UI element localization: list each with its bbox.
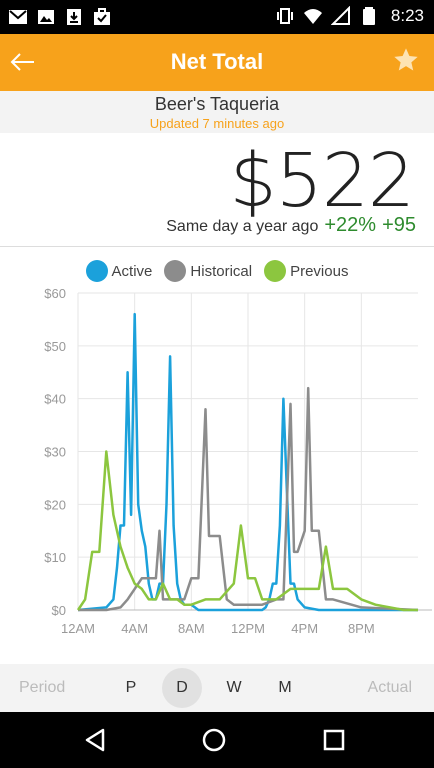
legend-active[interactable]: Active xyxy=(85,260,153,282)
period-option-m[interactable]: M xyxy=(278,679,292,696)
location-header: Beer's Taqueria Updated 7 minutes ago xyxy=(0,91,434,133)
y-tick-label: $10 xyxy=(44,550,66,565)
legend-label: Historical xyxy=(190,262,253,280)
legend-dot-previous xyxy=(264,260,287,282)
recents-square-icon[interactable] xyxy=(320,726,348,754)
signal-icon xyxy=(330,6,350,25)
x-tick-label: 12AM xyxy=(61,621,95,636)
divider xyxy=(0,246,434,247)
y-tick-label: $0 xyxy=(52,603,66,618)
amount-change: +95 xyxy=(382,214,416,236)
comparison-row: Same day a year ago +22% +95 xyxy=(166,214,416,237)
clock: 8:23 xyxy=(390,6,424,25)
y-tick-label: $50 xyxy=(44,339,66,354)
percent-change: +22% xyxy=(324,214,377,236)
star-icon[interactable] xyxy=(392,46,420,74)
back-triangle-icon[interactable] xyxy=(81,726,109,754)
y-tick-label: $20 xyxy=(44,497,66,512)
legend-previous[interactable]: Previous xyxy=(264,260,348,282)
gmail-icon xyxy=(9,10,27,24)
battery-icon xyxy=(362,7,375,25)
y-tick-label: $40 xyxy=(44,392,66,407)
legend-dot-historical xyxy=(164,260,187,282)
wifi-icon xyxy=(303,9,322,24)
period-label: Period xyxy=(19,679,66,696)
x-tick-label: 8AM xyxy=(178,621,205,636)
period-bar: Period P D W M Actual xyxy=(0,664,434,712)
legend-label: Active xyxy=(111,262,153,280)
legend-dot-active xyxy=(85,260,108,282)
legend-historical[interactable]: Historical xyxy=(164,260,252,282)
page-title: Net Total xyxy=(170,49,264,74)
period-option-p[interactable]: P xyxy=(125,679,137,696)
status-bar: 8:23 xyxy=(0,0,434,34)
navigation-bar xyxy=(0,712,434,768)
home-circle-icon[interactable] xyxy=(200,726,228,754)
download-icon xyxy=(67,9,81,25)
updated-text: Updated 7 minutes ago xyxy=(149,116,285,131)
chart-legend: Active Historical Previous xyxy=(0,260,434,282)
arrow-left-icon[interactable] xyxy=(8,47,38,77)
vibrate-icon xyxy=(276,8,293,24)
y-tick-label: $60 xyxy=(44,286,66,301)
legend-label: Previous xyxy=(290,262,349,280)
x-tick-label: 8PM xyxy=(348,621,375,636)
series-line-historical xyxy=(78,386,419,612)
x-tick-label: 12PM xyxy=(231,621,265,636)
x-tick-label: 4AM xyxy=(121,621,148,636)
net-total-line-chart[interactable]: $0 $10 $20 $30 $40 $50 $60 12AM 4AM 8AM 12PM 4PM 8PM xyxy=(0,283,434,645)
actual-label: Actual xyxy=(367,679,412,696)
series-line-previous xyxy=(76,450,418,612)
y-tick-label: $30 xyxy=(44,445,66,460)
briefcase-check-icon xyxy=(94,8,110,25)
location-name: Beer's Taqueria xyxy=(154,94,280,114)
net-total-value: $522 xyxy=(229,138,415,224)
comparison-label: Same day a year ago xyxy=(166,218,319,235)
period-option-d[interactable]: D xyxy=(162,668,202,708)
image-icon xyxy=(38,10,54,24)
app-bar: Net Total xyxy=(0,34,434,91)
period-option-w[interactable]: W xyxy=(226,679,242,696)
x-tick-label: 4PM xyxy=(291,621,318,636)
